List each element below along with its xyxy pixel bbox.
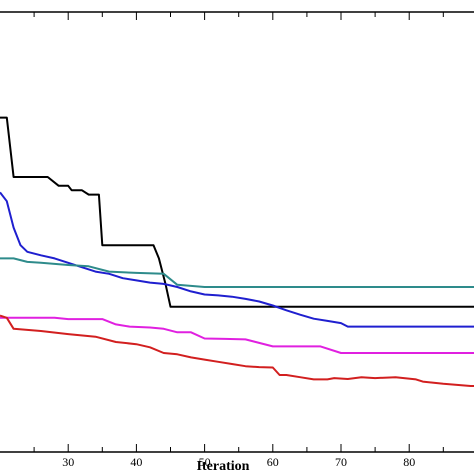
series-line-1: [0, 116, 474, 308]
labels-layer: 30 40 50 60 70 80: [62, 455, 415, 469]
x-axis-title: Iteration: [197, 459, 250, 474]
x-tick-label: 50: [199, 455, 211, 469]
series-line-2: [0, 191, 474, 328]
x-tick-label: 60: [267, 455, 279, 469]
x-tick-label: 70: [335, 455, 347, 469]
x-tick-label: 30: [62, 455, 74, 469]
x-tick-label: 40: [130, 455, 142, 469]
series-line-3: [0, 257, 474, 288]
series-layer: [0, 116, 474, 387]
x-tick-label: 80: [403, 455, 415, 469]
series-line-5: [0, 314, 474, 387]
axes-layer: [0, 11, 474, 453]
series-line-4: [0, 316, 474, 354]
